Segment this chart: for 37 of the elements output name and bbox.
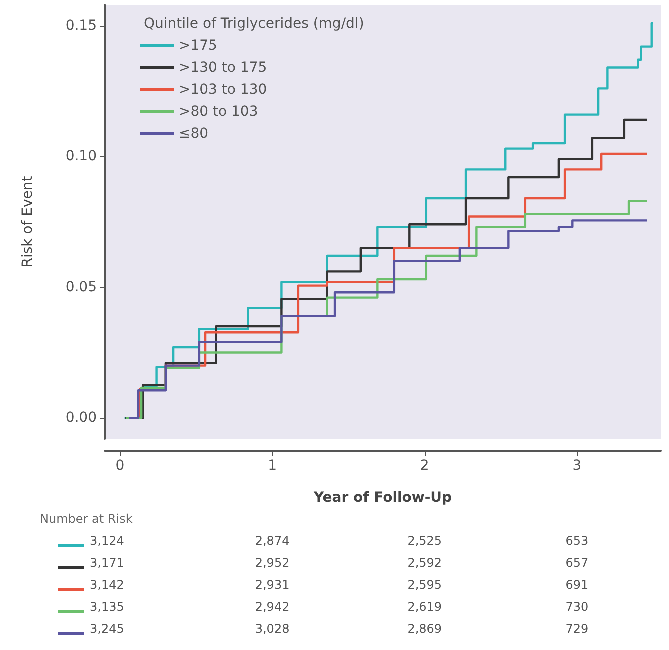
text: 3,135 xyxy=(90,600,124,614)
legend-title: Quintile of Triglycerides (mg/dl) xyxy=(144,16,364,32)
text: 691 xyxy=(564,578,590,592)
x-tick-label: 3 xyxy=(572,458,582,474)
text: 730 xyxy=(564,600,590,614)
text: 2,931 xyxy=(254,578,291,592)
legend-label: >175 xyxy=(179,38,218,54)
text: 2,942 xyxy=(254,600,291,614)
x-tick-label: 1 xyxy=(268,458,278,474)
y-tick-label: 0.00 xyxy=(66,410,97,426)
x-tick-label: 0 xyxy=(116,458,125,474)
legend-label: ≤80 xyxy=(179,126,209,142)
text: Number at Risk xyxy=(40,512,133,526)
text: 2,525 xyxy=(406,534,444,548)
text: 3,028 xyxy=(254,622,291,636)
text: 2,595 xyxy=(406,578,444,592)
text: 2,592 xyxy=(406,556,444,570)
text: 657 xyxy=(564,556,590,570)
text: 2,952 xyxy=(254,556,291,570)
legend-label: >130 to 175 xyxy=(179,60,268,76)
y-tick-label: 0.10 xyxy=(66,148,97,165)
text: 3,124 xyxy=(90,534,124,548)
text: 2,869 xyxy=(406,622,444,636)
legend-label: >80 to 103 xyxy=(179,104,258,120)
text: 2,619 xyxy=(406,600,444,614)
y-tick-label: 0.05 xyxy=(66,279,97,296)
text: 3,171 xyxy=(90,556,124,570)
legend-label: >103 to 130 xyxy=(179,82,268,98)
text: 3,142 xyxy=(90,578,124,592)
x-tick-label: 2 xyxy=(420,458,430,474)
text: 653 xyxy=(564,534,590,548)
y-axis-title: Risk of Event xyxy=(20,176,36,268)
x-axis-title: Year of Follow-Up xyxy=(312,490,452,506)
text: 2,874 xyxy=(254,534,291,548)
text: 3,245 xyxy=(90,622,124,636)
y-tick-label: 0.15 xyxy=(66,18,97,34)
text: 729 xyxy=(564,622,590,636)
